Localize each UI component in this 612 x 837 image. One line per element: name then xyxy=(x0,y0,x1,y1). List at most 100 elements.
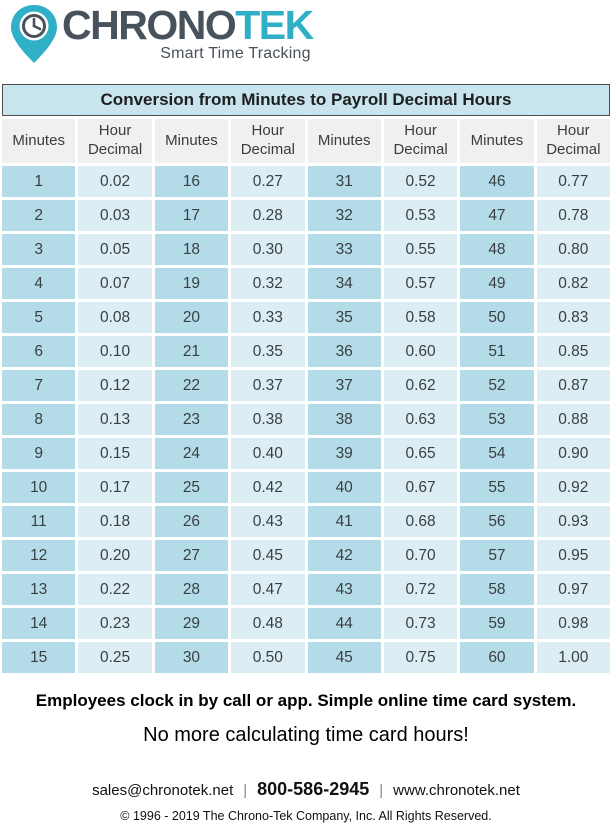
footer: sales@chronotek.net | 800-586-2945 | www.chr… xyxy=(0,779,612,823)
decimal-cell: 0.38 xyxy=(231,404,305,435)
minutes-cell: 46 xyxy=(460,166,534,197)
minutes-column-header: Minutes xyxy=(307,119,381,163)
minutes-cell: 24 xyxy=(154,438,229,469)
brand-tek: TEK xyxy=(235,2,314,48)
promo-text: Employees clock in by call or app. Simpl… xyxy=(0,691,612,747)
decimal-cell: 0.30 xyxy=(231,234,305,265)
decimal-cell: 0.65 xyxy=(383,438,458,469)
minutes-cell: 55 xyxy=(460,472,534,503)
minutes-cell: 59 xyxy=(460,608,534,639)
minutes-cell: 13 xyxy=(2,574,76,605)
decimal-cell: 0.62 xyxy=(383,370,458,401)
minutes-cell: 3 xyxy=(2,234,76,265)
logo-text: CHRONOTEK Smart Time Tracking xyxy=(62,2,314,63)
decimal-cell: 0.87 xyxy=(536,370,610,401)
decimal-cell: 0.08 xyxy=(78,302,152,333)
separator: | xyxy=(243,782,248,799)
decimal-cell: 0.42 xyxy=(231,472,305,503)
minutes-column-header: Minutes xyxy=(154,119,229,163)
minutes-cell: 45 xyxy=(307,642,381,673)
minutes-cell: 34 xyxy=(307,268,381,299)
decimal-cell: 0.97 xyxy=(536,574,610,605)
decimal-cell: 0.60 xyxy=(383,336,458,367)
minutes-cell: 8 xyxy=(2,404,76,435)
decimal-cell: 0.28 xyxy=(231,200,305,231)
minutes-cell: 56 xyxy=(460,506,534,537)
minutes-cell: 54 xyxy=(460,438,534,469)
minutes-cell: 60 xyxy=(460,642,534,673)
decimal-cell: 0.43 xyxy=(231,506,305,537)
minutes-cell: 22 xyxy=(154,370,229,401)
hour-decimal-column-header: Hour Decimal xyxy=(78,119,152,163)
minutes-cell: 7 xyxy=(2,370,76,401)
decimal-cell: 0.22 xyxy=(78,574,152,605)
decimal-cell: 0.02 xyxy=(78,166,152,197)
decimal-cell: 0.85 xyxy=(536,336,610,367)
minutes-cell: 51 xyxy=(460,336,534,367)
minutes-cell: 20 xyxy=(154,302,229,333)
minutes-cell: 11 xyxy=(2,506,76,537)
minutes-cell: 17 xyxy=(154,200,229,231)
minutes-cell: 15 xyxy=(2,642,76,673)
decimal-cell: 0.37 xyxy=(231,370,305,401)
decimal-cell: 0.83 xyxy=(536,302,610,333)
minutes-cell: 49 xyxy=(460,268,534,299)
minutes-cell: 32 xyxy=(307,200,381,231)
minutes-cell: 44 xyxy=(307,608,381,639)
separator: | xyxy=(379,782,384,799)
minutes-cell: 18 xyxy=(154,234,229,265)
conversion-table: Conversion from Minutes to Payroll Decim… xyxy=(2,84,610,673)
decimal-cell: 0.68 xyxy=(383,506,458,537)
minutes-cell: 19 xyxy=(154,268,229,299)
minutes-cell: 10 xyxy=(2,472,76,503)
decimal-cell: 0.25 xyxy=(78,642,152,673)
decimal-cell: 0.58 xyxy=(383,302,458,333)
minutes-cell: 42 xyxy=(307,540,381,571)
decimal-cell: 0.53 xyxy=(383,200,458,231)
copyright-line: © 1996 - 2019 The Chrono-Tek Company, In… xyxy=(120,809,492,823)
decimal-cell: 0.05 xyxy=(78,234,152,265)
decimal-cell: 0.88 xyxy=(536,404,610,435)
minutes-cell: 40 xyxy=(307,472,381,503)
email-link[interactable]: sales@chronotek.net xyxy=(92,782,234,799)
minutes-cell: 29 xyxy=(154,608,229,639)
hour-decimal-column-header: Hour Decimal xyxy=(231,119,305,163)
decimal-cell: 0.07 xyxy=(78,268,152,299)
hour-decimal-column-header: Hour Decimal xyxy=(383,119,458,163)
decimal-cell: 0.23 xyxy=(78,608,152,639)
minutes-cell: 35 xyxy=(307,302,381,333)
decimal-cell: 0.03 xyxy=(78,200,152,231)
minutes-cell: 4 xyxy=(2,268,76,299)
minutes-cell: 31 xyxy=(307,166,381,197)
decimal-cell: 0.27 xyxy=(231,166,305,197)
promo-line-1: Employees clock in by call or app. Simpl… xyxy=(35,691,577,710)
decimal-cell: 0.98 xyxy=(536,608,610,639)
phone-number: 800-586-2945 xyxy=(257,779,370,799)
contact-line: sales@chronotek.net | 800-586-2945 | www.chr… xyxy=(0,779,612,800)
minutes-column-header: Minutes xyxy=(460,119,534,163)
minutes-cell: 38 xyxy=(307,404,381,435)
minutes-cell: 50 xyxy=(460,302,534,333)
decimal-cell: 0.12 xyxy=(78,370,152,401)
minutes-cell: 5 xyxy=(2,302,76,333)
minutes-cell: 37 xyxy=(307,370,381,401)
decimal-cell: 0.50 xyxy=(231,642,305,673)
minutes-cell: 14 xyxy=(2,608,76,639)
minutes-cell: 21 xyxy=(154,336,229,367)
decimal-cell: 0.52 xyxy=(383,166,458,197)
decimal-cell: 0.32 xyxy=(231,268,305,299)
minutes-cell: 47 xyxy=(460,200,534,231)
decimal-cell: 0.18 xyxy=(78,506,152,537)
chronotek-logo: CHRONOTEK Smart Time Tracking xyxy=(8,2,314,64)
decimal-cell: 0.17 xyxy=(78,472,152,503)
minutes-cell: 57 xyxy=(460,540,534,571)
decimal-cell: 0.82 xyxy=(536,268,610,299)
decimal-cell: 0.67 xyxy=(383,472,458,503)
minutes-cell: 26 xyxy=(154,506,229,537)
decimal-cell: 0.20 xyxy=(78,540,152,571)
decimal-cell: 0.47 xyxy=(231,574,305,605)
decimal-cell: 0.10 xyxy=(78,336,152,367)
minutes-cell: 28 xyxy=(154,574,229,605)
website-link[interactable]: www.chronotek.net xyxy=(393,782,520,799)
decimal-cell: 0.78 xyxy=(536,200,610,231)
